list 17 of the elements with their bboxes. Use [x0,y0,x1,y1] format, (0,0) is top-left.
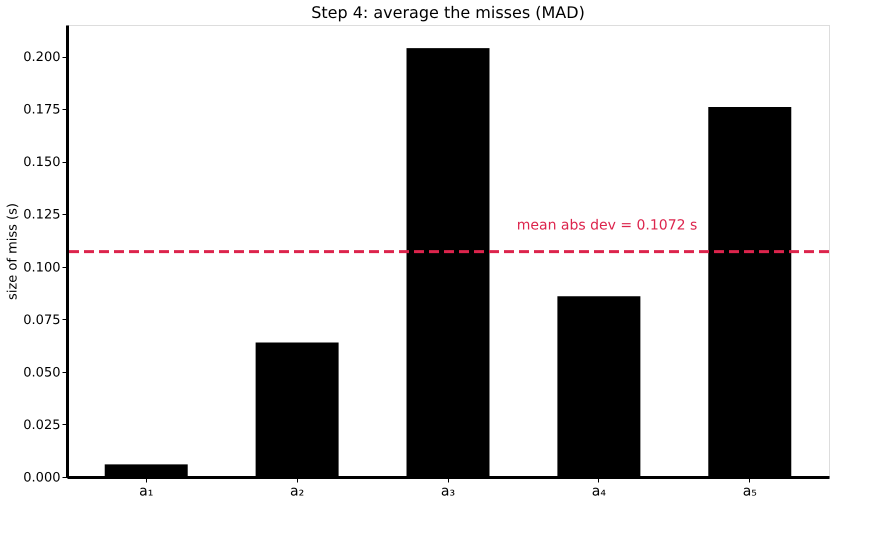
y-tick-label: 0.125 [23,208,60,223]
chart-title: Step 4: average the misses (MAD) [311,3,585,22]
x-tick-label: a₃ [440,484,456,500]
y-tick-label: 0.025 [23,418,60,433]
y-tick-label: 0.050 [23,365,60,380]
y-axis-title: size of miss (s) [5,203,20,300]
y-tick-label: 0.100 [23,260,60,276]
y-tick-label: 0.075 [23,312,60,328]
y-tick-label: 0.000 [23,470,60,486]
ref-line-label: mean abs dev = 0.1072 s [516,218,698,234]
x-tick-label: a₄ [592,484,606,500]
y-tick-label: 0.175 [23,102,60,118]
x-tick-label: a₂ [290,484,304,500]
x-tick-label: a₁ [139,484,154,500]
y-tick-label: 0.200 [23,50,60,66]
y-tick-label: 0.150 [23,155,60,170]
x-tick-label: a₅ [742,484,757,500]
